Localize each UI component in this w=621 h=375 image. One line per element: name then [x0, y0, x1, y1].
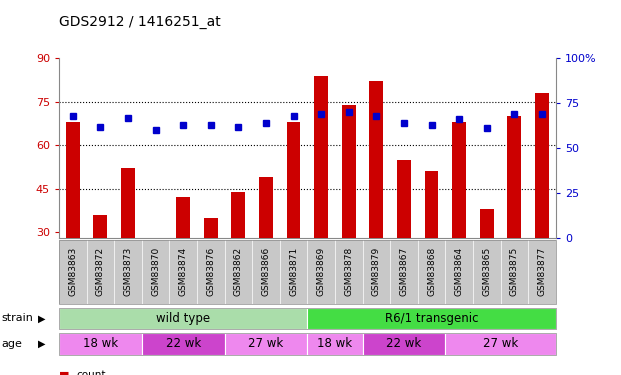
Bar — [66, 122, 79, 320]
Bar — [204, 218, 218, 320]
Text: GSM83867: GSM83867 — [399, 247, 409, 297]
Text: GDS2912 / 1416251_at: GDS2912 / 1416251_at — [59, 15, 220, 29]
Text: wild type: wild type — [156, 312, 211, 325]
Text: 22 wk: 22 wk — [166, 338, 201, 350]
Bar — [121, 168, 135, 320]
Text: GSM83871: GSM83871 — [289, 247, 298, 297]
Bar — [287, 122, 301, 320]
Text: GSM83878: GSM83878 — [344, 247, 353, 297]
Bar — [397, 160, 411, 320]
Bar — [232, 192, 245, 320]
Text: count: count — [76, 370, 106, 375]
Text: GSM83877: GSM83877 — [538, 247, 546, 297]
Text: GSM83869: GSM83869 — [317, 247, 325, 297]
Text: GSM83875: GSM83875 — [510, 247, 519, 297]
Text: GSM83865: GSM83865 — [483, 247, 491, 297]
Text: 27 wk: 27 wk — [248, 338, 284, 350]
Text: GSM83863: GSM83863 — [68, 247, 77, 297]
Text: GSM83872: GSM83872 — [96, 248, 105, 296]
Text: GSM83876: GSM83876 — [206, 247, 215, 297]
Bar — [148, 267, 163, 320]
Text: GSM83866: GSM83866 — [261, 247, 271, 297]
Bar — [94, 215, 107, 320]
Text: 18 wk: 18 wk — [83, 338, 118, 350]
Text: ▶: ▶ — [38, 314, 45, 323]
Bar — [507, 116, 521, 320]
Text: ■: ■ — [59, 370, 70, 375]
Bar — [259, 177, 273, 320]
Text: GSM83864: GSM83864 — [455, 248, 464, 296]
Text: age: age — [2, 339, 23, 349]
Text: 18 wk: 18 wk — [317, 338, 353, 350]
Bar — [369, 81, 383, 320]
Text: GSM83870: GSM83870 — [151, 247, 160, 297]
Text: R6/1 transgenic: R6/1 transgenic — [385, 312, 478, 325]
Text: GSM83874: GSM83874 — [179, 248, 188, 296]
Text: GSM83862: GSM83862 — [234, 248, 243, 296]
Bar — [342, 105, 356, 320]
Text: 27 wk: 27 wk — [483, 338, 518, 350]
Bar — [425, 171, 438, 320]
Text: ▶: ▶ — [38, 339, 45, 349]
Bar — [176, 198, 190, 320]
Bar — [535, 93, 549, 320]
Bar — [314, 75, 328, 320]
Bar — [480, 209, 494, 320]
Bar — [452, 122, 466, 320]
Text: 22 wk: 22 wk — [386, 338, 422, 350]
Text: GSM83868: GSM83868 — [427, 247, 436, 297]
Text: GSM83879: GSM83879 — [372, 247, 381, 297]
Text: GSM83873: GSM83873 — [124, 247, 132, 297]
Text: strain: strain — [2, 314, 34, 323]
